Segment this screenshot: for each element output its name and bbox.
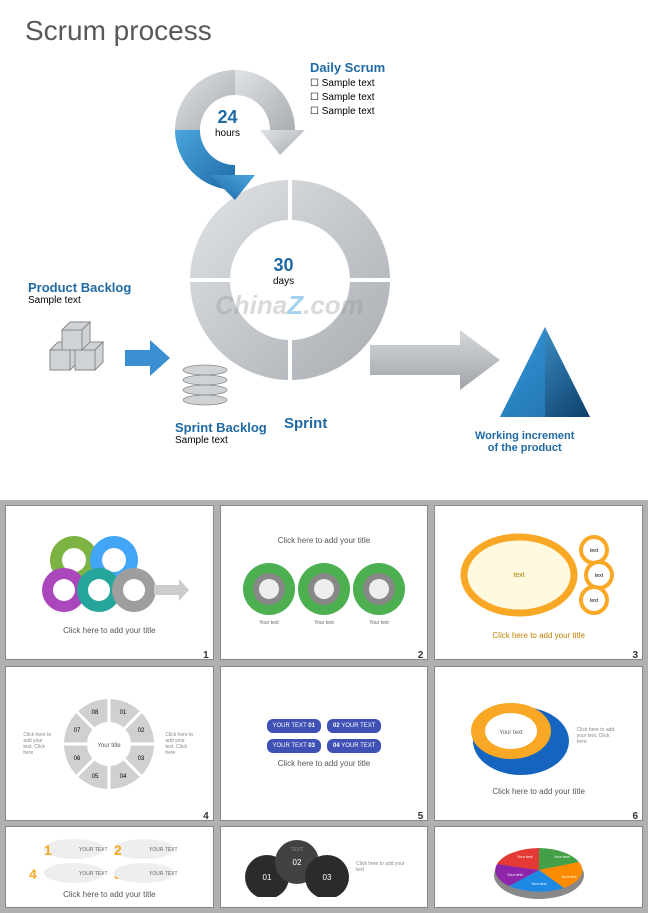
thumb-title: Click here to add your title — [278, 536, 371, 545]
svg-text:TEXT: TEXT — [291, 847, 304, 853]
thumb-3[interactable]: text text text text Click here to add yo… — [434, 505, 643, 660]
svg-text:Your text: Your text — [507, 872, 524, 877]
working-increment-label: Working increment of the product — [475, 430, 574, 454]
svg-text:03: 03 — [323, 873, 332, 882]
svg-text:Your text: Your text — [259, 620, 279, 626]
svg-text:4: 4 — [29, 866, 37, 882]
svg-text:text: text — [590, 548, 599, 554]
thumb-caption: Click here to add your title — [492, 787, 585, 796]
sprint-label: Sprint — [284, 415, 327, 432]
svg-text:02: 02 — [138, 728, 145, 734]
numbered-pills-icon: 1YOUR TEXT 2YOUR TEXT 3YOUR TEXT 4YOUR T… — [24, 835, 194, 884]
daily-scrum-label: Daily Scrum Sample text Sample text Samp… — [310, 60, 385, 119]
thumb-caption: Click here to add your title — [278, 759, 371, 768]
svg-text:Your text: Your text — [561, 874, 578, 879]
pie-3d-icon: Your text Your text Your text Your text … — [464, 835, 614, 899]
svg-text:Your text: Your text — [499, 730, 523, 736]
cubes-icon — [40, 320, 120, 380]
yellow-oval-icon: text text text text — [449, 525, 629, 625]
days-label: 30 days — [273, 255, 294, 287]
svg-text:05: 05 — [92, 774, 99, 780]
svg-text:02: 02 — [293, 858, 302, 867]
svg-text:text: text — [595, 573, 604, 579]
svg-text:01: 01 — [120, 710, 127, 716]
thumbnail-grid-row2: 1YOUR TEXT 2YOUR TEXT 3YOUR TEXT 4YOUR T… — [0, 826, 648, 913]
svg-text:07: 07 — [74, 728, 81, 734]
segmented-donut-icon: Your title 01 02 03 04 05 06 07 08 — [59, 694, 159, 794]
svg-text:08: 08 — [92, 710, 99, 716]
svg-text:text: text — [109, 558, 119, 564]
daily-scrum-bullets: Sample text Sample text Sample text — [310, 77, 385, 119]
box-04: 04 YOUR TEXT — [327, 739, 381, 753]
svg-text:06: 06 — [74, 756, 81, 762]
svg-text:Your text: Your text — [517, 854, 534, 859]
thumb-5[interactable]: YOUR TEXT 01 02 YOUR TEXT YOUR TEXT 03 0… — [220, 666, 429, 821]
flow-arrow-icon — [125, 338, 170, 378]
thumb-1[interactable]: text text Click here to add your title 1 — [5, 505, 214, 660]
svg-text:04: 04 — [120, 774, 127, 780]
svg-text:2: 2 — [114, 842, 122, 858]
dark-chain-icon: 01 02 03 TEXT — [242, 837, 352, 897]
svg-text:YOUR TEXT: YOUR TEXT — [149, 847, 178, 853]
svg-text:Your text: Your text — [369, 620, 389, 626]
svg-text:Your text: Your text — [531, 881, 548, 886]
thumb-8[interactable]: 01 02 03 TEXT Click here to add your tex… — [220, 826, 429, 908]
svg-text:YOUR TEXT: YOUR TEXT — [149, 871, 178, 877]
thumbnail-grid: text text Click here to add your title 1… — [0, 500, 648, 826]
svg-text:YOUR TEXT: YOUR TEXT — [79, 847, 108, 853]
thumb-2[interactable]: Click here to add your title Your text Y… — [220, 505, 429, 660]
thumb-4[interactable]: Click here to add your text. Click here … — [5, 666, 214, 821]
svg-text:Your text: Your text — [554, 854, 571, 859]
output-arrow-icon — [370, 330, 500, 390]
green-rings-icon: Your text Your text Your text — [239, 549, 409, 629]
svg-text:Your title: Your title — [98, 743, 122, 749]
thumb-9[interactable]: Your text Your text Your text Your text … — [434, 826, 643, 908]
box-02: 02 YOUR TEXT — [327, 719, 381, 733]
svg-text:01: 01 — [263, 873, 272, 882]
svg-text:03: 03 — [138, 756, 145, 762]
svg-text:text: text — [513, 572, 524, 579]
sprint-backlog-label: Sprint Backlog Sample text — [175, 420, 267, 446]
thumb-caption: Click here to add your title — [63, 890, 156, 899]
product-backlog-label: Product Backlog Sample text — [28, 280, 131, 306]
pyramid-icon — [495, 322, 595, 422]
yellow-blue-ring-icon: Your text — [461, 691, 571, 781]
svg-text:Your text: Your text — [314, 620, 334, 626]
thumb-7[interactable]: 1YOUR TEXT 2YOUR TEXT 3YOUR TEXT 4YOUR T… — [5, 826, 214, 908]
thumb-caption: Click here to add your title — [492, 631, 585, 640]
page-title: Scrum process — [25, 15, 623, 47]
box-03: YOUR TEXT 03 — [267, 739, 321, 753]
svg-text:text: text — [69, 558, 79, 564]
svg-text:YOUR TEXT: YOUR TEXT — [79, 871, 108, 877]
hours-label: 24 hours — [215, 107, 240, 139]
scrum-diagram-slide: Scrum process — [0, 0, 648, 500]
svg-text:1: 1 — [44, 842, 52, 858]
overlapping-circles-icon: text text — [29, 530, 189, 620]
svg-text:text: text — [590, 598, 599, 604]
stacked-plates-icon — [180, 360, 230, 410]
box-01: YOUR TEXT 01 — [267, 719, 321, 733]
thumb-6[interactable]: Your text Click here to add your text. C… — [434, 666, 643, 821]
thumb-caption: Click here to add your title — [63, 626, 156, 635]
watermark: ChinaZ.com — [215, 290, 364, 321]
